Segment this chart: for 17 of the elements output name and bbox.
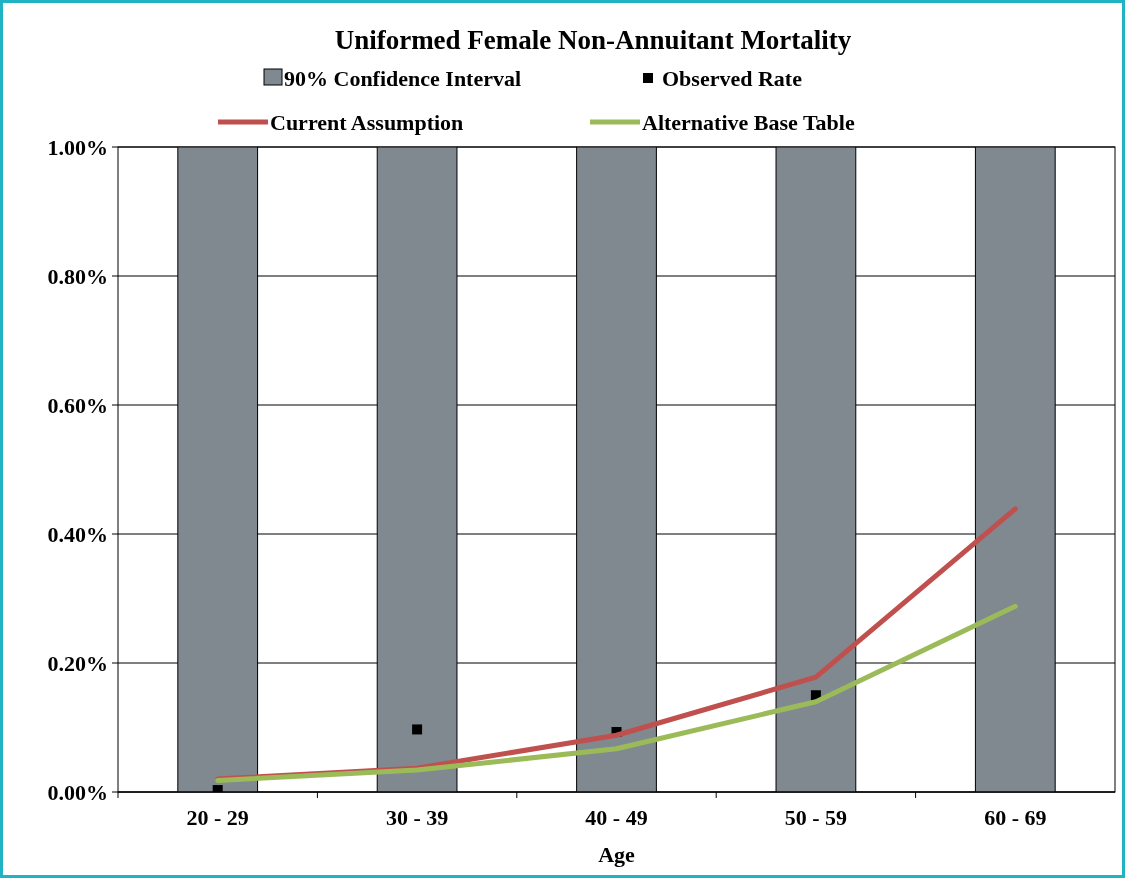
x-axis-title: Age xyxy=(598,842,636,867)
legend-label: Alternative Base Table xyxy=(642,109,855,135)
y-tick-label: 0.20% xyxy=(47,650,108,676)
x-tick-label: 50 - 59 xyxy=(784,805,848,830)
x-tick-label: 40 - 49 xyxy=(585,805,648,830)
y-tick-label: 0.40% xyxy=(47,521,108,547)
x-tick-label: 30 - 39 xyxy=(385,805,449,830)
y-tick-label: 0.00% xyxy=(47,779,108,805)
x-tick-label: 20 - 29 xyxy=(186,805,249,830)
y-tick-label: 1.00% xyxy=(47,134,108,160)
y-tick-label: 0.80% xyxy=(47,263,108,289)
legend-label: Current Assumption xyxy=(270,109,464,135)
chart-title: Uniformed Female Non-Annuitant Mortality xyxy=(334,25,852,56)
x-tick-label: 60 - 69 xyxy=(984,805,1047,830)
y-tick-label: 0.60% xyxy=(47,392,108,418)
legend-label: 90% Confidence Interval xyxy=(284,65,522,91)
legend-label: Observed Rate xyxy=(662,65,803,91)
